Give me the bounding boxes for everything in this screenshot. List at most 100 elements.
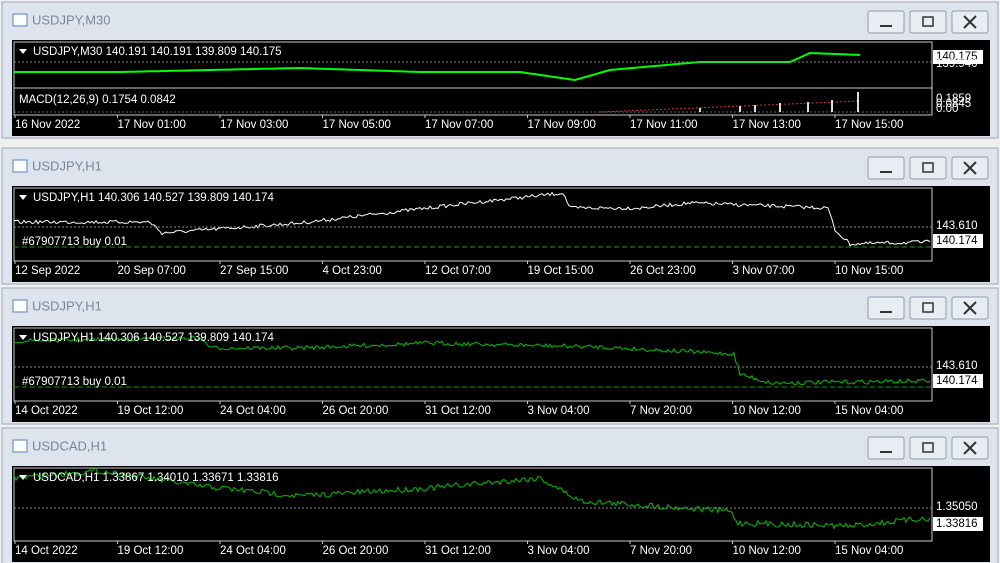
close-glyph [963,301,977,315]
maximize-button[interactable] [909,156,947,180]
time-label: 17 Nov 07:00 [425,119,493,131]
header-arrow [19,335,27,340]
time-label: 12 Sep 2022 [15,265,80,277]
time-label: 10 Nov 15:00 [835,265,903,277]
chart-area [12,326,990,422]
order-label: #67907713 buy 0.01 [22,376,127,388]
header-arrow [19,49,27,54]
maximize-button[interactable] [909,436,947,460]
current-price-box [933,374,983,388]
maximize-button[interactable] [909,10,947,34]
order-label: #67907713 buy 0.01 [22,236,127,248]
minimize-button[interactable] [867,156,905,180]
indicator-scale-label: 0.00 [936,103,958,115]
time-label: 26 Oct 23:00 [630,265,696,277]
time-label: 19 Oct 15:00 [528,265,594,277]
header-arrow [19,475,27,480]
window-title: USDJPY,M30 [32,12,111,27]
price-line [13,191,931,247]
plot-border [13,41,933,116]
chart-header: USDJPY,H1 140.306 140.527 139.809 140.17… [33,192,274,204]
time-label: 31 Oct 12:00 [425,545,491,557]
chart-header: USDCAD,H1 1.33867 1.34010 1.33671 1.3381… [33,472,279,484]
indicator-header: MACD(12,26,9) 0.1754 0.0842 [19,94,176,106]
maximize-glyph [922,442,934,453]
time-label: 24 Oct 04:00 [220,545,286,557]
chart-header: USDJPY,M30 140.191 140.191 139.809 140.1… [33,46,282,58]
current-price-box [933,517,983,531]
price-line [13,335,931,386]
window-icon [12,299,28,313]
time-label: 16 Nov 2022 [15,119,80,131]
price-scale-label: 139.940 [936,58,978,70]
time-label: 17 Nov 05:00 [323,119,391,131]
price-scale-label: 143.610 [936,360,978,372]
time-label: 7 Nov 20:00 [630,545,692,557]
header-arrow [19,195,27,200]
current-price: 140.175 [936,51,978,63]
close-glyph [963,161,977,175]
maximize-glyph [922,302,934,313]
time-label: 12 Oct 07:00 [425,265,491,277]
minimize-button[interactable] [867,10,905,34]
time-label: 15 Nov 04:00 [835,405,903,417]
price-scale-label: 1.35050 [936,501,978,513]
window-icon [12,439,28,453]
time-label: 7 Nov 20:00 [630,405,692,417]
chart-header: USDJPY,H1 140.306 140.527 139.809 140.17… [33,332,274,344]
close-glyph [963,441,977,455]
plot-border [13,467,933,542]
price-line [13,467,931,530]
chart-window: USDJPY,H1 USDJPY,H1 140.306 140.527 139.8… [1,147,999,285]
time-label: 26 Oct 20:00 [323,545,389,557]
window-icon [12,159,28,173]
current-price: 140.174 [936,375,978,387]
indicator-scale-label: 0.1859 [936,93,971,105]
current-price: 1.33816 [936,518,978,530]
time-label: 27 Sep 15:00 [220,265,288,277]
time-label: 31 Oct 12:00 [425,405,491,417]
time-label: 19 Oct 12:00 [118,545,184,557]
chart-window: USDJPY,H1 USDJPY,H1 140.306 140.527 139.8… [1,287,999,425]
time-label: 10 Nov 12:00 [733,545,801,557]
window-title: USDCAD,H1 [32,438,107,453]
price-scale-label: 143.610 [936,220,978,232]
maximize-glyph [922,162,934,173]
chart-window: USDJPY,M30 USDJPY,M30 140.191 140.191 139… [1,1,999,139]
chart-window: USDCAD,H1 USDCAD,H1 1.33867 1.34010 1.336… [1,427,999,563]
time-label: 17 Nov 09:00 [528,119,596,131]
window-title: USDJPY,H1 [32,158,102,173]
time-label: 4 Oct 23:00 [323,265,382,277]
maximize-button[interactable] [909,296,947,320]
window-title: USDJPY,H1 [32,298,102,313]
time-label: 24 Oct 04:00 [220,405,286,417]
time-label: 14 Oct 2022 [15,405,78,417]
minimize-button[interactable] [867,436,905,460]
plot-border [13,327,933,402]
chart-area [12,186,990,282]
time-label: 10 Nov 12:00 [733,405,801,417]
current-price-box [933,234,983,248]
current-price-box [933,50,983,64]
time-label: 19 Oct 12:00 [118,405,184,417]
time-label: 17 Nov 01:00 [118,119,186,131]
time-label: 15 Nov 04:00 [835,545,903,557]
time-label: 3 Nov 04:00 [528,545,590,557]
minimize-button[interactable] [867,296,905,320]
time-label: 26 Oct 20:00 [323,405,389,417]
time-label: 17 Nov 15:00 [835,119,903,131]
maximize-glyph [922,16,934,27]
time-label: 17 Nov 03:00 [220,119,288,131]
indicator-scale-label: 0.0845 [936,98,971,110]
time-label: 3 Nov 04:00 [528,405,590,417]
time-label: 17 Nov 13:00 [733,119,801,131]
close-glyph [963,15,977,29]
time-label: 14 Oct 2022 [15,545,78,557]
current-price: 140.174 [936,235,978,247]
time-label: 3 Nov 07:00 [733,265,795,277]
plot-border [13,187,933,262]
window-icon [12,13,28,27]
time-label: 17 Nov 11:00 [630,119,698,131]
signal-line [599,100,861,113]
